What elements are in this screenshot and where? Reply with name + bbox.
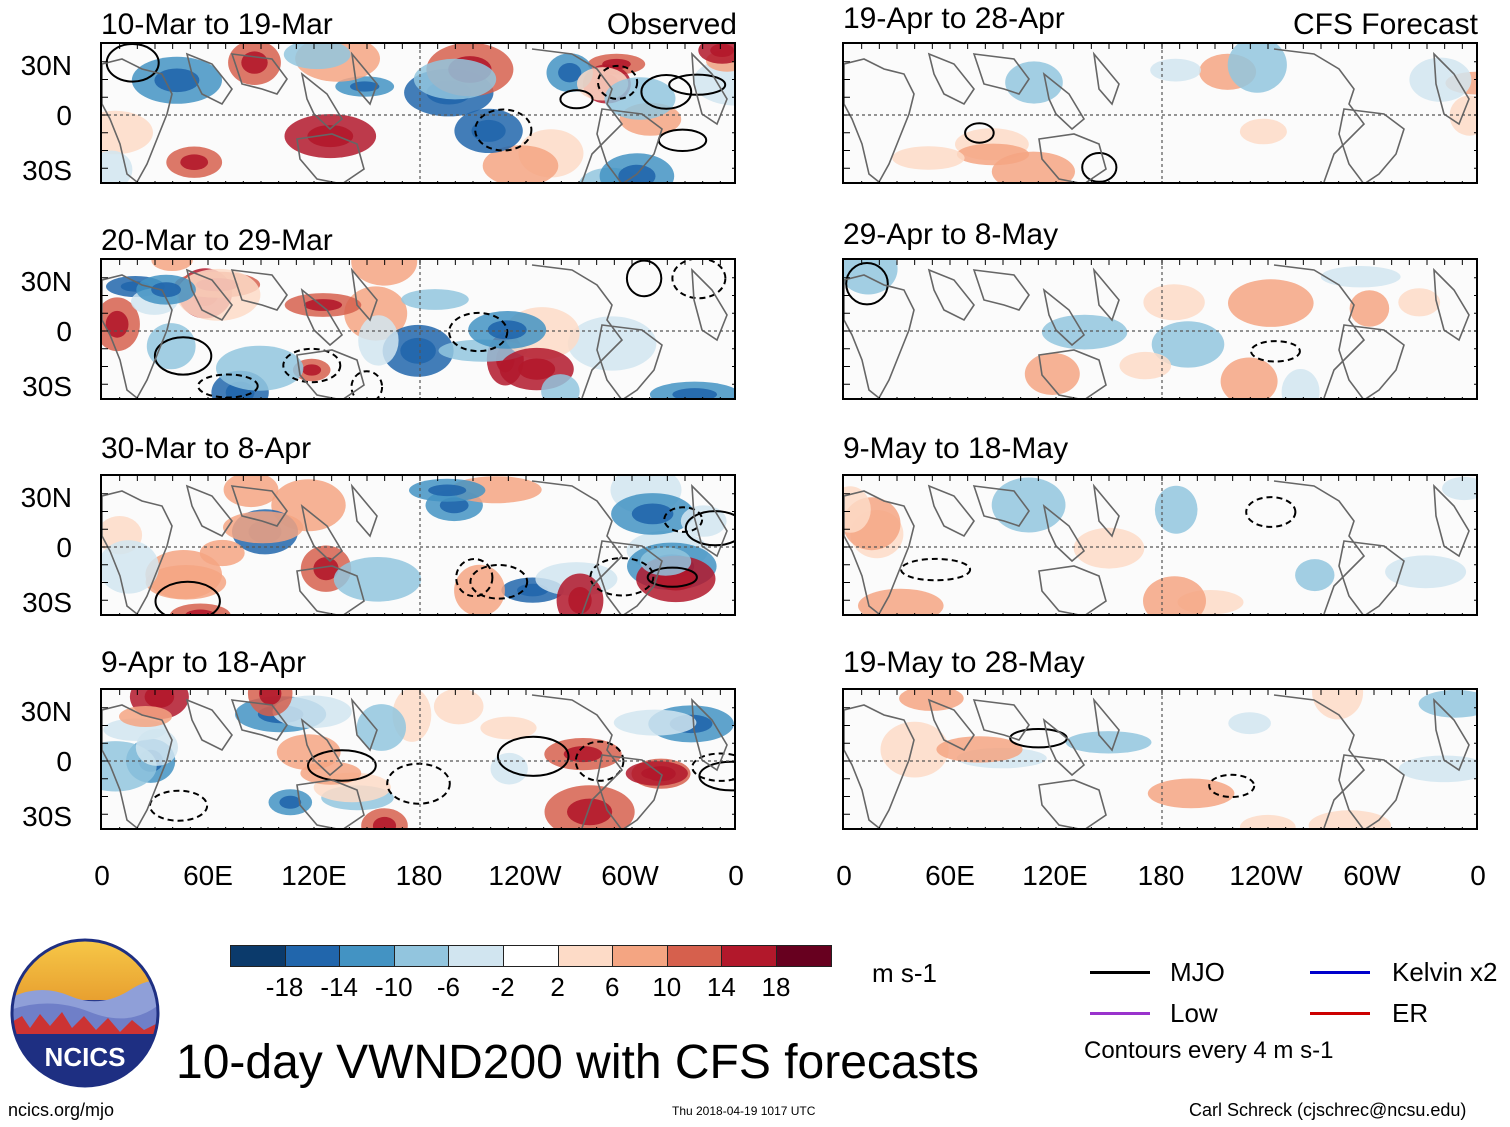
logo-text: NCICS	[45, 1042, 126, 1072]
lon-label-360: 0	[728, 860, 744, 891]
observed-panel-3-title: 30-Mar to 8-Apr	[101, 432, 312, 465]
observed-panel-1-title: 10-Mar to 19-Mar	[101, 8, 333, 41]
colorbar-label-4: -2	[491, 972, 515, 1002]
colorbar-swatch-9	[721, 945, 777, 967]
lat-label-row1-1: 0	[56, 100, 72, 131]
forecast-map-panel-1	[842, 42, 1478, 184]
ncics-logo-graphic: NCICS	[10, 938, 160, 1088]
author-credit: Carl Schreck (cjschrec@ncsu.edu)	[1189, 1100, 1467, 1120]
lat-label-row2-1: 0	[56, 316, 72, 347]
legend-kelvin-label: Kelvin x2	[1392, 957, 1498, 987]
legend-mjo-line	[1090, 971, 1150, 974]
forecast-panel-3-title: 9-May to 18-May	[843, 432, 1069, 465]
lon-label-0: 0	[94, 860, 110, 891]
forecast-map-panel-4	[842, 688, 1478, 830]
observed-panel-2-title: 20-Mar to 29-Mar	[101, 224, 333, 257]
colorbar-swatch-4	[448, 945, 504, 967]
forecast-label: CFS Forecast	[1292, 8, 1478, 41]
colorbar-swatch-6	[557, 945, 614, 967]
colorbar-swatch-0	[230, 945, 286, 967]
lon-label-r-360: 0	[1470, 860, 1486, 891]
legend-low-line	[1090, 1012, 1150, 1015]
figure-title: 10-day VWND200 with CFS forecasts	[176, 1036, 979, 1089]
colorbar-label-7: 10	[652, 972, 682, 1002]
legend-er-label: ER	[1392, 998, 1429, 1028]
colorbar-label-8: 14	[706, 972, 736, 1002]
ncics-logo: NCICS	[10, 938, 160, 1088]
colorbar-swatch-1	[284, 945, 341, 967]
legend-kelvin-line	[1310, 971, 1370, 974]
colorbar-swatch-7	[612, 945, 668, 967]
colorbar-swatch-3	[393, 945, 450, 967]
contour-note: Contours every 4 m s-1	[1084, 1037, 1334, 1064]
lon-label-r-180: 180	[1137, 860, 1185, 891]
observed-label: Observed	[606, 8, 737, 41]
forecast-panel-1-title: 19-Apr to 28-Apr	[843, 2, 1065, 35]
colorbar-label-3: -6	[436, 972, 460, 1002]
observed-map-panel-2	[100, 258, 736, 400]
lat-label-row4-0: 30N	[20, 696, 72, 727]
lat-label-row3-1: 0	[56, 532, 72, 563]
observed-map-panel-3	[100, 474, 736, 616]
colorbar-label-9: 18	[761, 972, 791, 1002]
forecast-map-panel-3	[842, 474, 1478, 616]
legend-mjo-label: MJO	[1170, 957, 1225, 987]
colorbar-label-2: -10	[375, 972, 413, 1002]
colorbar-label-5: 2	[550, 972, 565, 1002]
lon-label-120e: 120E	[281, 860, 347, 891]
lat-label-row4-1: 0	[56, 746, 72, 777]
lat-label-row3-0: 30N	[20, 482, 72, 513]
lat-label-row1-2: 30S	[22, 155, 72, 186]
lon-label-60w: 60W	[601, 860, 659, 891]
lon-label-r-0: 0	[836, 860, 852, 891]
lat-label-row4-2: 30S	[22, 801, 72, 832]
colorbar-swatch-2	[339, 945, 395, 967]
colorbar-units: m s-1	[872, 958, 937, 988]
lon-label-180: 180	[395, 860, 443, 891]
timestamp: Thu 2018-04-19 1017 UTC	[672, 1104, 816, 1118]
colorbar-label-6: 6	[604, 972, 620, 1002]
colorbar-label-1: -14	[320, 972, 358, 1002]
lat-label-row2-2: 30S	[22, 371, 72, 402]
lat-label-row3-2: 30S	[22, 587, 72, 618]
website-link[interactable]: ncics.org/mjo	[8, 1100, 115, 1120]
lon-label-r-60w: 60W	[1343, 860, 1401, 891]
observed-map-panel-4	[100, 688, 736, 830]
colorbar-swatch-10	[776, 945, 832, 967]
lat-label-row2-0: 30N	[20, 266, 72, 297]
forecast-map-panel-2	[842, 258, 1478, 400]
observed-map-panel-1	[100, 42, 736, 184]
colorbar-label-0: -18	[265, 972, 304, 1002]
forecast-panel-4-title: 19-May to 28-May	[843, 646, 1085, 679]
lon-label-120w: 120W	[488, 860, 562, 891]
legend-low-label: Low	[1170, 998, 1218, 1028]
legend-er-line	[1310, 1012, 1370, 1015]
lat-label-row1-0: 30N	[20, 50, 72, 81]
forecast-panel-2-title: 29-Apr to 8-May	[843, 218, 1059, 251]
lon-label-60e: 60E	[183, 860, 233, 891]
colorbar-swatch-5	[503, 945, 559, 967]
lon-label-r-120e: 120E	[1022, 860, 1088, 891]
lon-label-r-120w: 120W	[1229, 860, 1303, 891]
colorbar-swatch-8	[666, 945, 723, 967]
observed-panel-4-title: 9-Apr to 18-Apr	[101, 646, 307, 679]
lon-label-r-60e: 60E	[925, 860, 975, 891]
